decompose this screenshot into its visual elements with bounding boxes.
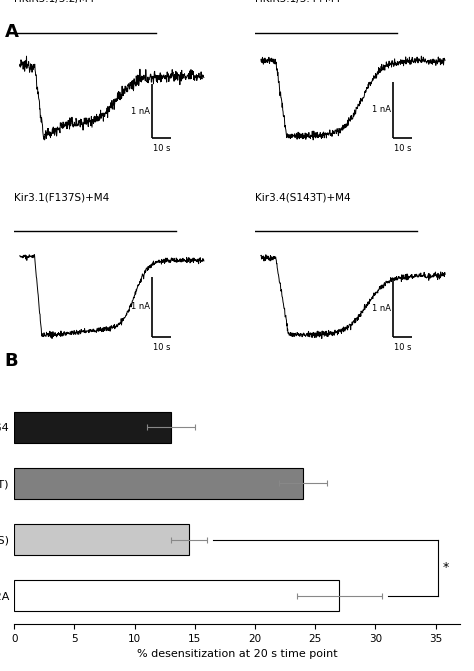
Text: 10 s: 10 s	[153, 343, 170, 352]
Text: HKIR3.1/3.4+M4: HKIR3.1/3.4+M4	[255, 0, 341, 4]
Text: 10 s: 10 s	[394, 343, 411, 352]
X-axis label: % desensitization at 20 s time point: % desensitization at 20 s time point	[137, 650, 337, 660]
Text: A: A	[5, 23, 18, 42]
Text: *: *	[443, 561, 449, 574]
Text: 1 nA: 1 nA	[130, 107, 150, 116]
Text: B: B	[5, 352, 18, 370]
Bar	[14, 580, 339, 611]
Text: 1 nA: 1 nA	[372, 303, 391, 313]
Bar	[14, 411, 171, 442]
Text: 1 nA: 1 nA	[372, 105, 391, 115]
Text: HKIR3.1/3.2/M4: HKIR3.1/3.2/M4	[14, 0, 95, 4]
Bar	[14, 524, 189, 555]
Text: Kir3.1(F137S)+M4: Kir3.1(F137S)+M4	[14, 193, 109, 203]
Text: 10 s: 10 s	[394, 144, 411, 153]
Text: 10 s: 10 s	[153, 144, 170, 153]
Bar	[14, 468, 303, 499]
Text: Kir3.4(S143T)+M4: Kir3.4(S143T)+M4	[255, 193, 351, 203]
Text: 1 nA: 1 nA	[130, 303, 150, 311]
